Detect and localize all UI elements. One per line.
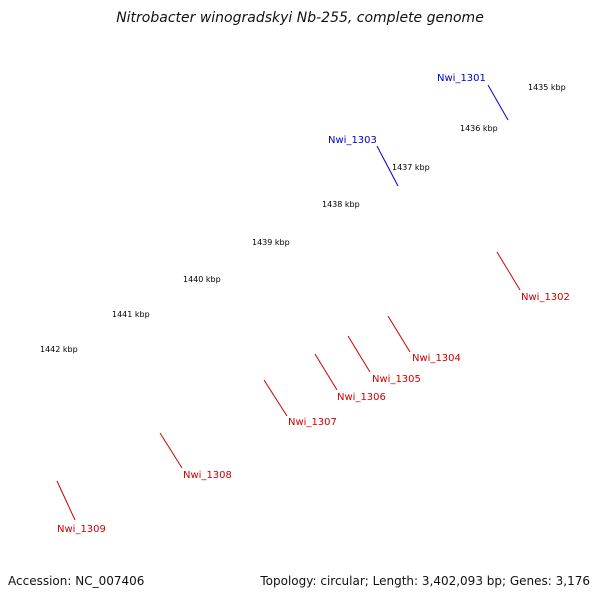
gene-label-text: Nwi_1305 xyxy=(372,374,421,385)
leader-line xyxy=(347,335,371,373)
gene-label-text: Nwi_1301 xyxy=(437,73,486,84)
gene-label-nwi-1301: Nwi_1301 xyxy=(437,73,509,121)
gene-label-nwi-1307: Nwi_1307 xyxy=(263,379,337,428)
kbp-tick-label: 1438 kbp xyxy=(322,200,360,209)
leader-line xyxy=(487,84,509,121)
gene-label-nwi-1302: Nwi_1302 xyxy=(496,251,570,303)
accession-text: Accession: NC_007406 xyxy=(8,574,145,588)
leader-line xyxy=(159,432,183,469)
gene-label-nwi-1305: Nwi_1305 xyxy=(347,335,421,385)
gene-label-text: Nwi_1303 xyxy=(328,135,377,146)
kbp-tick-label: 1439 kbp xyxy=(252,238,290,247)
kbp-ticks: 1435 kbp 1436 kbp 1437 kbp 1438 kbp 1439 kbp… xyxy=(40,83,566,354)
gene-label-text: Nwi_1308 xyxy=(183,470,232,481)
genome-stats-text: Topology: circular; Length: 3,402,093 bp… xyxy=(260,574,590,588)
gene-label-nwi-1308: Nwi_1308 xyxy=(159,432,232,481)
kbp-tick-label: 1440 kbp xyxy=(183,275,221,284)
gene-label-nwi-1304: Nwi_1304 xyxy=(387,315,461,364)
gene-label-text: Nwi_1307 xyxy=(288,417,337,428)
leader-line xyxy=(496,251,521,291)
kbp-tick-label: 1436 kbp xyxy=(460,124,498,133)
gene-label-nwi-1306: Nwi_1306 xyxy=(314,353,386,403)
gene-label-text: Nwi_1309 xyxy=(57,524,106,535)
leader-line xyxy=(387,315,411,353)
gene-label-text: Nwi_1306 xyxy=(337,392,386,403)
kbp-tick-label: 1437 kbp xyxy=(392,163,430,172)
gene-label-nwi-1309: Nwi_1309 xyxy=(56,480,106,535)
kbp-tick-label: 1442 kbp xyxy=(40,345,78,354)
gene-label-nwi-1303: Nwi_1303 xyxy=(328,135,399,187)
genome-title: Nitrobacter winogradskyi Nb-255, complet… xyxy=(116,10,484,26)
kbp-tick-label: 1441 kbp xyxy=(112,310,150,319)
leader-line xyxy=(56,480,76,521)
leader-line xyxy=(263,379,288,417)
gene-labels: Nwi_1301 Nwi_1302 Nwi_1303 Nwi_1304 Nwi_1305… xyxy=(56,73,570,535)
leader-line xyxy=(376,145,399,187)
kbp-tick-label: 1435 kbp xyxy=(528,83,566,92)
gene-label-text: Nwi_1304 xyxy=(412,353,461,364)
leader-line xyxy=(314,353,338,391)
gene-label-text: Nwi_1302 xyxy=(521,292,570,303)
